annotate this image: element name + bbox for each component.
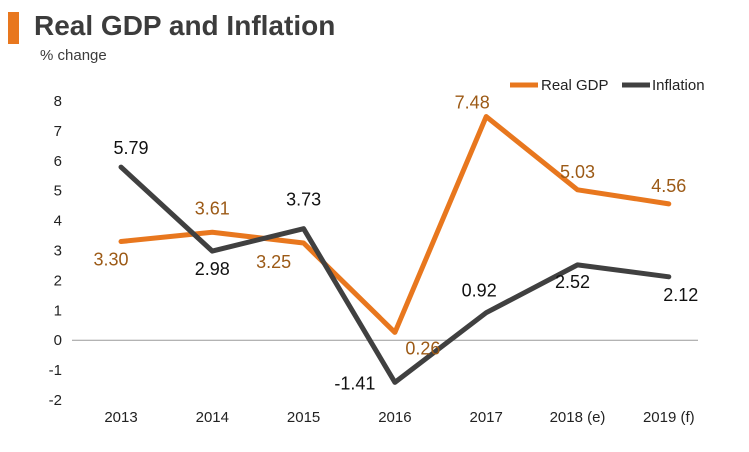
y-tick-label: 4 [54, 213, 62, 230]
real-gdp-data-label: 4.56 [651, 176, 686, 196]
inflation-data-label: 2.98 [195, 259, 230, 279]
legend: Real GDP Inflation [510, 77, 705, 94]
real-gdp-line [118, 114, 672, 335]
x-tick-label: 2019 (f) [643, 409, 695, 426]
inflation-data-label: 5.79 [113, 138, 148, 158]
y-tick-label: 8 [54, 93, 62, 110]
y-tick-label: 0 [54, 332, 62, 349]
x-tick-label: 2017 [470, 409, 503, 426]
y-tick-label: -1 [49, 362, 62, 379]
x-tick-label: 2016 [378, 409, 411, 426]
legend-inflation-label: Inflation [652, 77, 705, 94]
legend-real-gdp-label: Real GDP [541, 77, 609, 94]
x-axis: 2013 2014 2015 2016 2017 2018 (e) 2019 (f) [104, 409, 694, 426]
inflation-data-label: 3.73 [286, 190, 321, 210]
title-accent-bar [8, 12, 19, 44]
real-gdp-data-label: 3.30 [93, 250, 128, 270]
real-gdp-data-label: 3.25 [256, 252, 291, 272]
x-tick-label: 2015 [287, 409, 320, 426]
inflation-data-label: 0.92 [462, 281, 497, 301]
inflation-data-label: 2.52 [555, 272, 590, 292]
inflation-data-label: 2.12 [663, 285, 698, 305]
chart-title: Real GDP and Inflation [34, 10, 336, 41]
x-tick-label: 2014 [196, 409, 229, 426]
real-gdp-data-label: 0.26 [405, 338, 440, 358]
y-tick-label: 2 [54, 272, 62, 289]
x-tick-label: 2018 (e) [550, 409, 606, 426]
x-tick-label: 2013 [104, 409, 137, 426]
y-tick-label: 1 [54, 302, 62, 319]
inflation-line [118, 164, 672, 385]
real-gdp-data-label: 7.48 [455, 93, 490, 113]
y-tick-label: -2 [49, 392, 62, 409]
y-tick-label: 3 [54, 243, 62, 260]
real-gdp-data-label: 5.03 [560, 162, 595, 182]
y-axis: 8 7 6 5 4 3 2 1 0 -1 -2 [49, 93, 62, 409]
inflation-data-label: -1.41 [334, 373, 375, 393]
series-layer [118, 114, 672, 385]
data-labels: 3.30 3.61 3.25 0.26 7.48 5.03 4.56 5.79 2.98 3.73… [93, 93, 698, 394]
y-tick-label: 6 [54, 153, 62, 170]
y-tick-label: 7 [54, 123, 62, 140]
y-tick-label: 5 [54, 183, 62, 200]
real-gdp-data-label: 3.61 [195, 198, 230, 218]
chart-subtitle: % change [40, 47, 107, 64]
